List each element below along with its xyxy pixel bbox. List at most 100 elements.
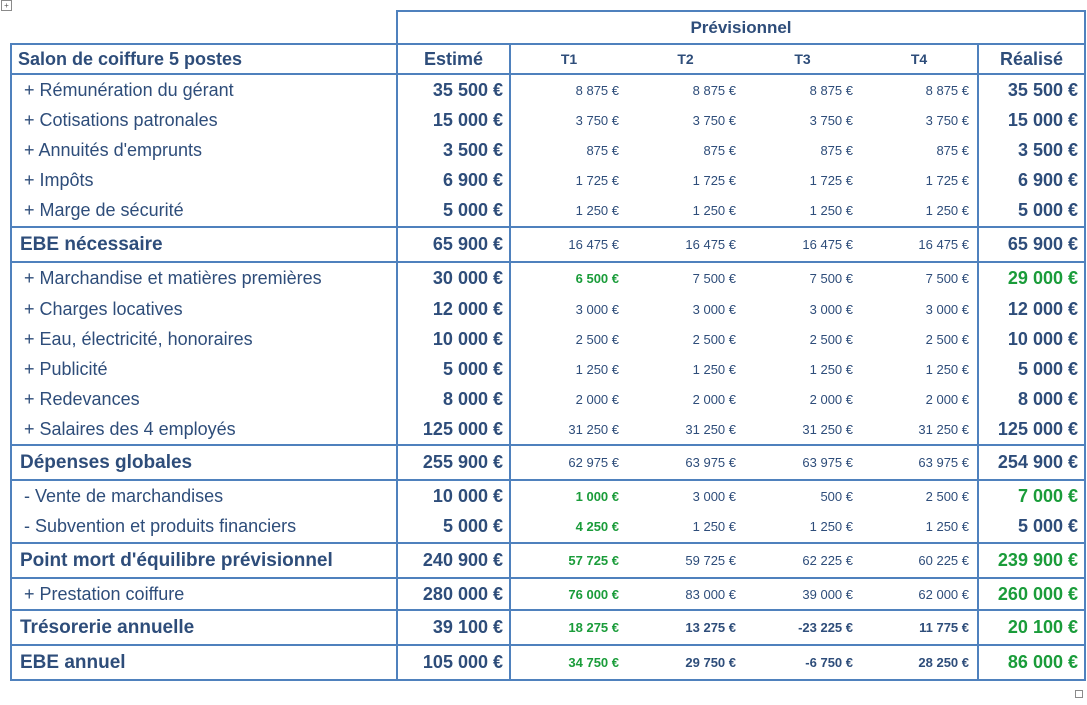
realise-cell: 10 000 € [977,324,1086,354]
quarter-t2-cell: 83 000 € [627,577,744,610]
quarter-t4-cell: 2 500 € [861,479,979,511]
row-label: + Salaires des 4 employés [10,414,398,445]
quarter-t1-cell: 8 875 € [509,73,627,105]
quarter-t3-cell: 31 250 € [802,421,853,437]
table-row: + Salaires des 4 employés 125 000 €31 250… [10,414,1086,445]
quarter-t2-cell: 29 750 € [627,644,744,681]
quarter-t1-cell: 875 € [509,135,627,165]
row-label: EBE nécessaire [10,226,398,262]
realise-cell: 12 000 € [977,294,1086,324]
quarter-t1-cell: 2 000 € [509,384,627,414]
row-label: + Redevances [10,384,398,414]
quarter-t2-cell: 3 000 € [692,301,736,317]
table-row: Point mort d'équilibre prévisionnel 240 9… [10,542,1086,578]
realise-cell: 86 000 € [977,644,1086,681]
table-row: - Subvention et produits financiers 5 000… [10,511,1086,543]
realise-cell: 7 000 € [977,479,1086,511]
quarter-t3-cell: 7 500 € [744,261,861,294]
quarter-t1-cell: 76 000 € [509,577,627,610]
table-row: + Rémunération du gérant 35 500 €8 875 €8… [10,73,1086,105]
quarter-t4-cell: 2 000 € [861,384,979,414]
row-label: Dépenses globales [10,444,398,480]
quarter-t4-cell: 1 725 € [861,165,979,195]
estime-cell: 35 500 € [396,73,511,105]
col-header-t4: T4 [861,43,979,74]
quarter-t3-cell: 1 250 € [809,519,853,534]
row-label: Point mort d'équilibre prévisionnel [10,542,398,578]
col-header-estime: Estimé [396,43,511,74]
quarter-t2-cell: 16 475 € [627,226,744,262]
table-row: + Marchandise et matières premières 30 00… [10,261,1086,294]
quarter-t1-cell: 16 475 € [509,226,627,262]
quarter-t4-cell: 31 250 € [861,414,979,445]
estime-cell: 39 100 € [396,609,511,645]
estime-cell: 240 900 € [396,542,511,578]
table-row: Dépenses globales 255 900 €62 975 €63 975… [10,444,1086,480]
quarter-t2-cell: 13 275 € [627,609,744,645]
quarter-t2-cell: 8 875 € [627,73,744,105]
quarter-t1-cell: 31 250 € [509,414,627,445]
quarter-t1-cell: 57 725 € [509,542,627,578]
quarter-t4-cell: 60 225 € [861,542,979,578]
quarter-t2-cell: 7 500 € [627,261,744,294]
realise-cell: 20 100 € [977,609,1086,645]
quarter-t1-cell: 3 000 € [509,294,627,324]
quarter-t2-cell: 2 000 € [692,391,736,407]
quarter-t1-cell: 3 750 € [509,105,627,135]
estime-cell: 8 000 € [396,384,511,414]
quarter-t2-cell: 3 000 € [627,479,744,511]
realise-cell: 29 000 € [977,261,1086,294]
quarter-t1-cell: 4 250 € [509,511,627,543]
row-label: + Publicité [10,354,398,384]
quarter-t1-cell: 34 750 € [509,644,627,681]
estime-cell: 65 900 € [396,226,511,262]
estime-cell: 105 000 € [396,644,511,681]
table-row: + Marge de sécurité 5 000 €1 250 €1 250 €… [10,195,1086,227]
quarter-t4-cell: 3 750 € [861,105,979,135]
table-resize-handle[interactable] [1075,690,1083,698]
table-row: + Prestation coiffure 280 000 €76 000 €83… [10,577,1086,610]
quarter-t1-cell: 1 725 € [509,165,627,195]
quarter-t4-cell: 28 250 € [861,644,979,681]
quarter-t2-cell: 59 725 € [627,542,744,578]
estime-cell: 5 000 € [396,354,511,384]
row-label: + Impôts [10,165,398,195]
quarter-t3-cell: 62 225 € [744,542,861,578]
realise-cell: 15 000 € [977,105,1086,135]
quarter-t4-cell: 1 250 € [861,195,979,227]
estime-cell: 10 000 € [396,324,511,354]
quarter-t1-cell: 1 000 € [509,479,627,511]
quarter-t2-cell: 31 250 € [685,421,736,437]
realise-cell: 5 000 € [977,195,1086,227]
estime-cell: 6 900 € [396,165,511,195]
quarter-t2-cell: 63 975 € [627,444,744,480]
row-label: - Vente de marchandises [10,479,398,511]
quarter-t4-cell: 875 € [861,135,979,165]
table-row: + Annuités d'emprunts 3 500 €875 €875 €87… [10,135,1086,165]
row-label: - Subvention et produits financiers [10,511,398,543]
estime-cell: 15 000 € [396,105,511,135]
quarter-t4-cell: 1 250 € [861,511,979,543]
quarter-t3-cell: 16 475 € [744,226,861,262]
estime-cell: 280 000 € [396,577,511,610]
quarter-t1-cell: 18 275 € [509,609,627,645]
realise-cell: 5 000 € [977,511,1086,543]
table-row: + Impôts 6 900 €1 725 €1 725 €1 725 €1 72… [10,165,1086,195]
row-label: + Marchandise et matières premières [10,261,398,294]
quarter-t3-cell: 39 000 € [744,577,861,610]
estime-cell: 125 000 € [396,414,511,445]
table-move-handle[interactable]: + [1,0,12,11]
row-label: + Cotisations patronales [10,105,398,135]
row-label: + Annuités d'emprunts [10,135,398,165]
estime-cell: 12 000 € [396,294,511,324]
table-row: EBE nécessaire 65 900 €16 475 €16 475 €16… [10,226,1086,262]
quarter-t3-cell: -23 225 € [744,609,861,645]
quarter-t1-cell: 62 975 € [509,444,627,480]
quarter-t4-cell: 63 975 € [861,444,979,480]
table-row: + Cotisations patronales 15 000 €3 750 €3… [10,105,1086,135]
quarter-t2-cell: 1 725 € [692,172,736,188]
quarter-t2-cell: 1 250 € [692,203,736,218]
realise-cell: 8 000 € [977,384,1086,414]
quarter-t3-cell: 1 725 € [809,172,853,188]
table-row: + Redevances 8 000 €2 000 €2 000 €2 000 €… [10,384,1086,414]
